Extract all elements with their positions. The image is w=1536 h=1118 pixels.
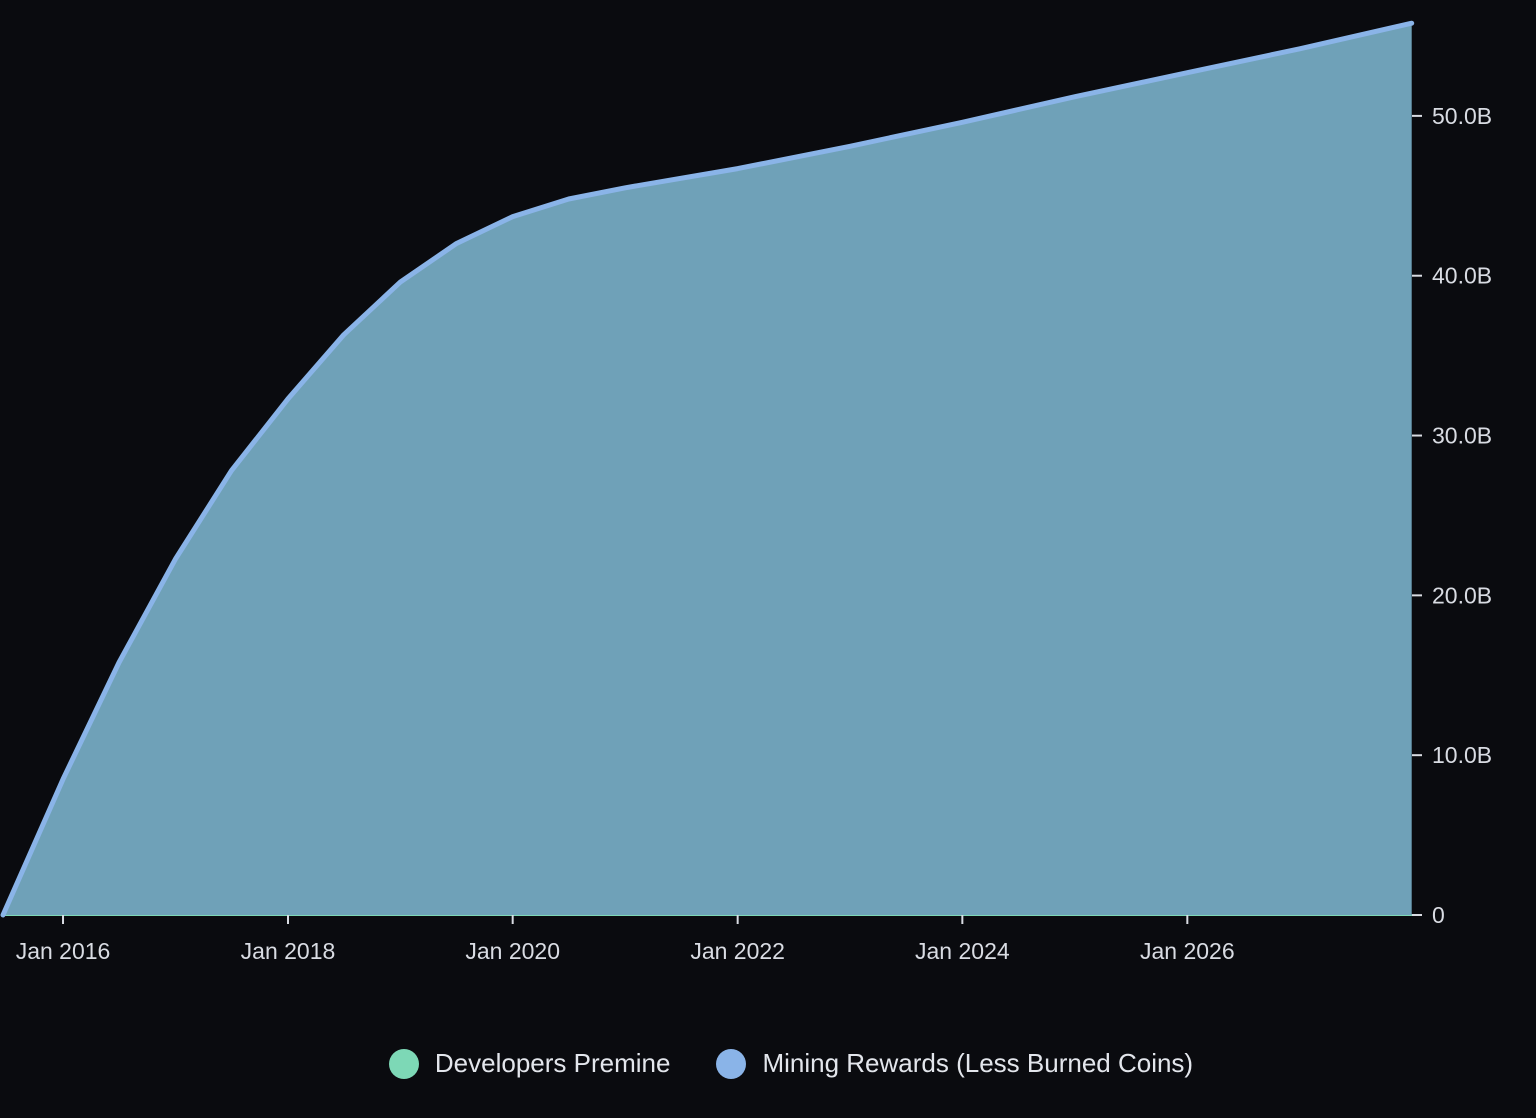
x-tick-label: Jan 2022 <box>690 938 785 964</box>
area-chart: Jan 2016 Jan 2018 Jan 2020 Jan 2022 Jan 2024… <box>0 20 1492 964</box>
plot-area <box>0 20 1415 918</box>
series-line-mining-rewards-less-burned-coins <box>0 20 1415 918</box>
x-tick-label: Jan 2026 <box>1140 938 1235 964</box>
y-tick-label: 50.0B <box>1432 103 1492 129</box>
series-area-mining-rewards-less-burned-coins <box>3 23 1412 915</box>
x-tick-label: Jan 2016 <box>16 938 111 964</box>
legend-label-developers-premine: Developers Premine <box>434 1048 671 1078</box>
legend-swatch-developers-premine <box>388 1048 419 1079</box>
y-axis: 0 10.0B 20.0B 30.0B 40.0B 50.0B <box>1412 103 1492 928</box>
y-tick-label: 30.0B <box>1432 423 1492 449</box>
y-tick-label: 10.0B <box>1432 742 1492 768</box>
legend: Developers Premine Mining Rewards (Less … <box>0 1048 1536 1079</box>
legend-item-mining-rewards[interactable]: Mining Rewards (Less Burned Coins) <box>716 1048 1193 1079</box>
y-tick-label: 0 <box>1432 902 1445 928</box>
legend-item-developers-premine[interactable]: Developers Premine <box>388 1048 671 1079</box>
x-tick-label: Jan 2024 <box>915 938 1010 964</box>
x-tick-label: Jan 2020 <box>465 938 560 964</box>
y-tick-label: 20.0B <box>1432 582 1492 608</box>
x-tick-label: Jan 2018 <box>241 938 336 964</box>
legend-label-mining-rewards: Mining Rewards (Less Burned Coins) <box>762 1048 1194 1078</box>
y-tick-label: 40.0B <box>1432 263 1492 289</box>
legend-swatch-mining-rewards <box>716 1048 747 1079</box>
x-axis: Jan 2016 Jan 2018 Jan 2020 Jan 2022 Jan 2024… <box>16 915 1235 964</box>
